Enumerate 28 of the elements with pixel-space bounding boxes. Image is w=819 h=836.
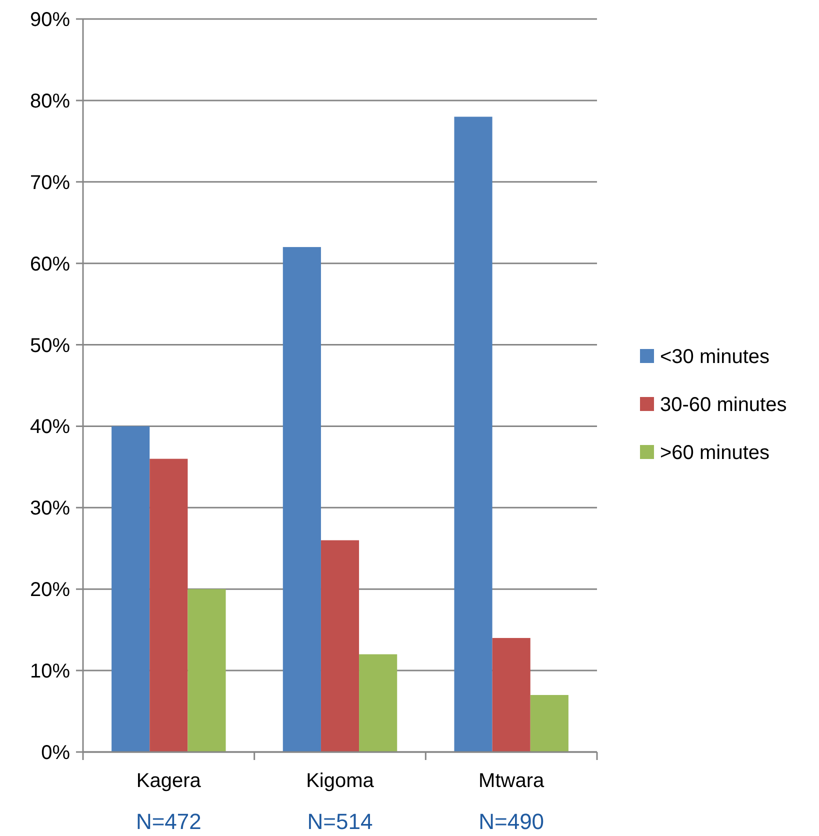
x-tick-label: Mtwara <box>478 770 545 792</box>
y-tick-label: 10% <box>30 660 70 683</box>
bar <box>359 654 398 752</box>
y-tick-label: 60% <box>30 253 70 276</box>
bar <box>282 247 321 752</box>
bar <box>492 638 530 752</box>
y-tick-label: 90% <box>30 9 70 31</box>
y-tick-label: 50% <box>30 334 70 357</box>
text: N=472 <box>136 809 202 834</box>
bar <box>454 116 492 752</box>
x-tick-label: Kagera <box>136 770 202 792</box>
text: N=490 <box>478 809 544 834</box>
y-tick-label: 30% <box>30 498 70 520</box>
y-tick-label: 20% <box>30 579 70 602</box>
bar <box>320 540 360 752</box>
y-tick-label: 80% <box>30 90 70 112</box>
bar <box>188 589 226 752</box>
legend-label: <30 minutes <box>660 346 770 368</box>
x-tick-label: Kigoma <box>306 770 375 792</box>
bar <box>530 694 568 752</box>
y-tick-label: 70% <box>30 172 70 194</box>
bar <box>112 426 150 752</box>
bar <box>150 458 188 752</box>
y-tick-label: 0% <box>41 742 70 764</box>
y-tick-label: 40% <box>30 416 70 438</box>
legend-label: 30-60 minutes <box>660 394 787 416</box>
text: N=514 <box>307 809 373 834</box>
legend-label: >60 minutes <box>660 442 770 464</box>
